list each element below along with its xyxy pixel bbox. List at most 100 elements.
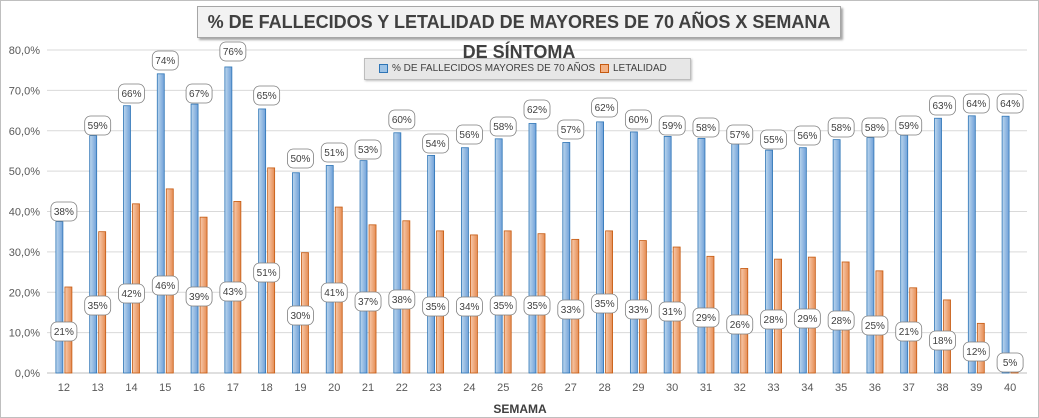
data-label-fallecidos: 60% [628, 115, 648, 126]
x-tick-label: 14 [125, 382, 137, 394]
data-label-fallecidos: 59% [899, 121, 919, 132]
bar-fallecidos [866, 137, 875, 374]
y-tick-label: 50,0% [9, 166, 40, 178]
data-label-letalidad: 37% [358, 297, 378, 308]
chart-title: % DE FALLECIDOS Y LETALIDAD DE MAYORES D… [197, 6, 841, 62]
bar-fallecidos [123, 105, 131, 374]
data-label-box [861, 117, 889, 138]
data-label-letalidad: 51% [257, 268, 277, 279]
bar-fallecidos [934, 117, 942, 374]
data-label-box [523, 99, 551, 120]
legend-label-letalidad: LETALIDAD [613, 63, 667, 74]
x-tick-label: 20 [328, 382, 340, 394]
data-label-fallecidos: 58% [865, 123, 885, 134]
bar-fallecidos [427, 154, 436, 374]
data-label-fallecidos: 67% [189, 89, 209, 100]
data-label-box [118, 83, 145, 104]
data-label-box [591, 97, 618, 118]
data-label-fallecidos: 64% [1000, 99, 1020, 110]
data-label-fallecidos: 57% [561, 125, 581, 136]
data-label-box [557, 119, 585, 140]
x-tick-label: 18 [261, 382, 273, 394]
data-label-box [929, 95, 956, 116]
data-label-letalidad: 39% [189, 292, 209, 303]
data-label-box [320, 282, 348, 303]
data-label-box [793, 308, 821, 329]
data-label-fallecidos: 58% [831, 123, 851, 134]
legend-swatch-fallecidos [379, 63, 388, 73]
data-label-box [760, 129, 787, 150]
legend-item-fallecidos: % DE FALLECIDOS MAYORES DE 70 AÑOS [379, 59, 595, 79]
data-label-fallecidos: 63% [933, 101, 953, 112]
data-label-box [929, 330, 956, 351]
legend-label-fallecidos: % DE FALLECIDOS MAYORES DE 70 AÑOS [392, 63, 596, 74]
data-label-fallecidos: 65% [257, 91, 277, 102]
data-label-letalidad: 28% [764, 315, 784, 326]
data-label-letalidad: 29% [797, 314, 817, 325]
data-label-letalidad: 25% [865, 321, 885, 332]
data-label-fallecidos: 50% [290, 154, 310, 165]
bar-fallecidos [1001, 115, 1010, 374]
x-tick-label: 38 [936, 382, 948, 394]
data-label-box [456, 124, 483, 145]
x-axis-title: SEMAMA [493, 402, 547, 416]
data-label-fallecidos: 56% [459, 130, 479, 141]
x-tick-label: 31 [700, 382, 712, 394]
x-tick-label: 29 [632, 382, 644, 394]
data-label-letalidad: 21% [54, 327, 74, 338]
data-label-box [219, 281, 247, 302]
bar-fallecidos [224, 66, 233, 374]
data-label-fallecidos: 58% [493, 122, 513, 133]
data-label-box [624, 299, 652, 320]
bar-fallecidos [393, 132, 402, 374]
x-tick-label: 24 [463, 382, 475, 394]
chart-legend: % DE FALLECIDOS MAYORES DE 70 AÑOS LETAL… [364, 58, 691, 80]
data-label-fallecidos: 58% [696, 123, 716, 134]
y-tick-label: 20,0% [9, 287, 40, 299]
data-label-box [624, 109, 652, 130]
bar-fallecidos [765, 149, 773, 374]
data-label-box [185, 83, 213, 104]
data-label-box [84, 115, 112, 136]
y-tick-label: 60,0% [9, 126, 40, 138]
x-tick-label: 26 [531, 382, 543, 394]
data-label-fallecidos: 74% [155, 56, 175, 67]
bar-fallecidos [528, 123, 537, 374]
data-label-fallecidos: 53% [358, 145, 378, 156]
y-tick-label: 30,0% [9, 247, 40, 259]
data-label-letalidad: 29% [696, 313, 716, 324]
bar-fallecidos [359, 160, 368, 374]
x-tick-label: 34 [801, 382, 813, 394]
data-label-fallecidos: 55% [764, 135, 784, 146]
data-label-letalidad: 34% [459, 302, 479, 313]
data-label-box [760, 309, 787, 330]
bar-fallecidos [697, 138, 706, 374]
data-label-fallecidos: 62% [527, 105, 547, 116]
data-label-box [253, 262, 281, 283]
data-label-box [523, 295, 551, 316]
data-label-box [84, 295, 112, 316]
data-label-fallecidos: 64% [966, 99, 986, 110]
data-label-box [827, 117, 855, 138]
bar-fallecidos [494, 138, 503, 374]
data-label-fallecidos: 59% [88, 121, 108, 132]
bar-fallecidos [55, 221, 64, 374]
bar-fallecidos [258, 108, 267, 374]
data-label-letalidad: 38% [392, 295, 412, 306]
bar-fallecidos [663, 136, 672, 374]
data-label-letalidad: 43% [223, 287, 243, 298]
x-tick-label: 22 [396, 382, 408, 394]
data-label-box [118, 283, 145, 304]
data-label-box [996, 352, 1024, 373]
data-label-box [895, 115, 923, 136]
data-label-box [219, 41, 247, 62]
data-label-fallecidos: 57% [730, 130, 750, 141]
data-label-letalidad: 33% [561, 305, 581, 316]
x-tick-label: 37 [903, 382, 915, 394]
data-label-box [489, 295, 517, 316]
data-label-box [658, 301, 686, 322]
data-label-fallecidos: 59% [662, 121, 682, 132]
data-label-box [557, 299, 585, 320]
data-label-box [827, 310, 855, 331]
